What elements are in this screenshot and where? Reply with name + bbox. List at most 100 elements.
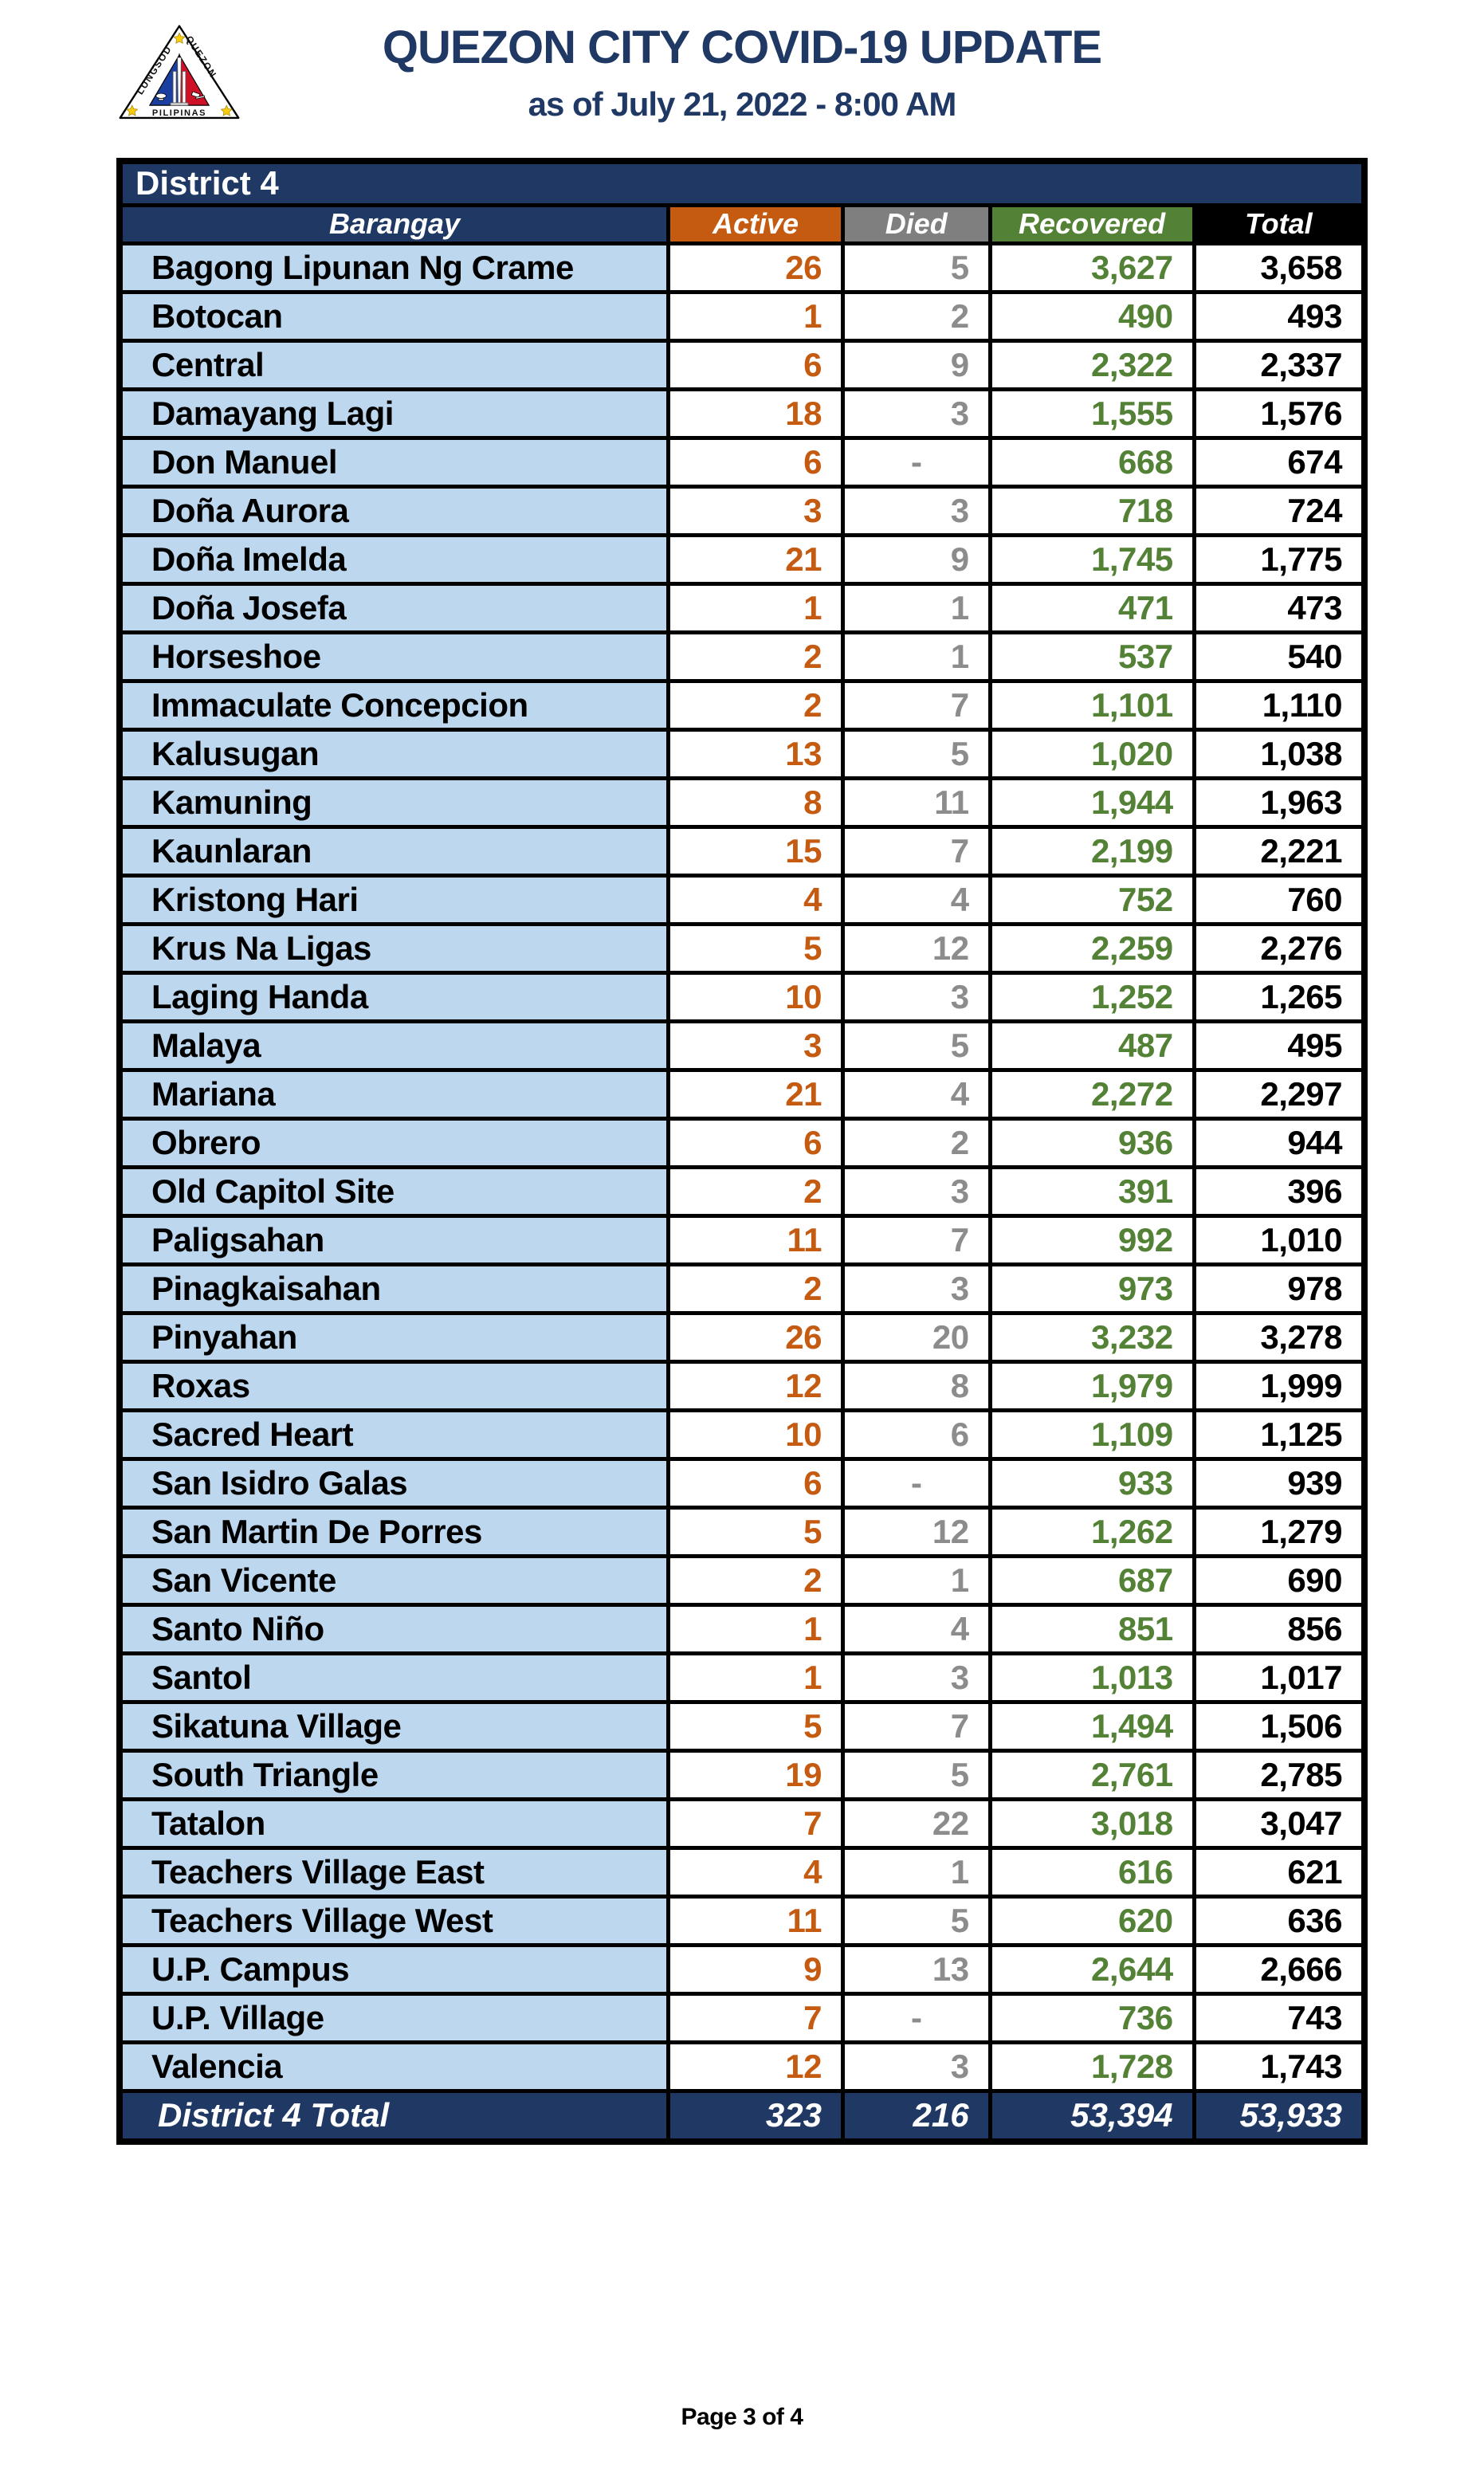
recovered-count-cell: 1,109 (987, 1408, 1196, 1461)
died-count-cell: 13 (840, 1942, 992, 1996)
recovered-count-cell: 718 (987, 484, 1196, 537)
active-count-cell: 26 (666, 1310, 845, 1364)
recovered-count-cell: 1,979 (987, 1359, 1196, 1412)
barangay-name-cell: Sacred Heart (117, 1408, 671, 1461)
barangay-row: Immaculate Concepcion 2 7 1,101 1,110 (117, 678, 1367, 732)
died-count-cell: 22 (840, 1796, 992, 1850)
active-count-cell: 1 (666, 581, 845, 634)
column-header-row: Barangay Active Died Recovered Total (117, 202, 1367, 245)
barangay-name-cell: South Triangle (117, 1748, 671, 1801)
barangay-row: Kalusugan 13 5 1,020 1,038 (117, 727, 1367, 780)
barangay-row: Central 6 9 2,322 2,337 (117, 338, 1367, 391)
barangay-name-cell: U.P. Village (117, 1991, 671, 2044)
barangay-row: South Triangle 19 5 2,761 2,785 (117, 1748, 1367, 1801)
table-body: Bagong Lipunan Ng Crame 26 5 3,627 3,658 Boto… (117, 241, 1367, 2093)
barangay-name-cell: Old Capitol Site (117, 1164, 671, 1218)
active-count-cell: 6 (666, 1116, 845, 1169)
barangay-name-cell: Kristong Hari (117, 873, 671, 926)
died-count-cell: 7 (840, 1213, 992, 1266)
barangay-name-cell: Kaunlaran (117, 824, 671, 878)
recovered-count-cell: 391 (987, 1164, 1196, 1218)
barangay-name-cell: Obrero (117, 1116, 671, 1169)
active-count-cell: 4 (666, 1845, 845, 1899)
total-count-cell: 944 (1192, 1116, 1367, 1169)
recovered-count-cell: 936 (987, 1116, 1196, 1169)
recovered-count-cell: 752 (987, 873, 1196, 926)
recovered-count-cell: 1,252 (987, 970, 1196, 1023)
barangay-row: Horseshoe 2 1 537 540 (117, 630, 1367, 683)
active-count-cell: 6 (666, 1456, 845, 1510)
total-count-cell: 2,785 (1192, 1748, 1367, 1801)
barangay-row: San Isidro Galas 6-933 939 (117, 1456, 1367, 1510)
total-count-cell: 473 (1192, 581, 1367, 634)
total-count-cell: 2,666 (1192, 1942, 1367, 1996)
died-count-cell: 5 (840, 1894, 992, 1947)
active-count-cell: 8 (666, 776, 845, 829)
died-count-cell: 1 (840, 1845, 992, 1899)
total-count-cell: 540 (1192, 630, 1367, 683)
column-header-total: Total (1192, 202, 1367, 245)
total-count-cell: 2,276 (1192, 921, 1367, 975)
total-count-cell: 1,775 (1192, 532, 1367, 586)
barangay-name-cell: Central (117, 338, 671, 391)
barangay-name-cell: Mariana (117, 1067, 671, 1121)
barangay-row: Laging Handa 10 3 1,252 1,265 (117, 970, 1367, 1023)
active-count-cell: 12 (666, 2040, 845, 2093)
recovered-count-cell: 2,272 (987, 1067, 1196, 1121)
district-total-label: District 4 Total (117, 2088, 671, 2144)
active-count-cell: 3 (666, 484, 845, 537)
district-total-active: 323 (666, 2088, 845, 2144)
barangay-row: Valencia 12 3 1,728 1,743 (117, 2040, 1367, 2093)
active-count-cell: 2 (666, 678, 845, 732)
barangay-row: Pinagkaisahan 2 3 973 978 (117, 1262, 1367, 1315)
barangay-name-cell: Roxas (117, 1359, 671, 1412)
total-count-cell: 1,265 (1192, 970, 1367, 1023)
barangay-row: Roxas 12 8 1,979 1,999 (117, 1359, 1367, 1412)
barangay-row: Kristong Hari 4 4 752 760 (117, 873, 1367, 926)
total-count-cell: 3,278 (1192, 1310, 1367, 1364)
barangay-row: San Martin De Porres 5 12 1,262 1,279 (117, 1505, 1367, 1558)
died-count-cell: 4 (840, 1602, 992, 1655)
active-count-cell: 26 (666, 241, 845, 294)
barangay-name-cell: Pinagkaisahan (117, 1262, 671, 1315)
total-count-cell: 2,221 (1192, 824, 1367, 878)
barangay-name-cell: Krus Na Ligas (117, 921, 671, 975)
died-count-cell: 1 (840, 581, 992, 634)
total-count-cell: 495 (1192, 1019, 1367, 1072)
barangay-name-cell: Botocan (117, 289, 671, 343)
column-header-recovered: Recovered (987, 202, 1196, 245)
died-count-cell: 9 (840, 532, 992, 586)
died-count-cell: 4 (840, 873, 992, 926)
active-count-cell: 13 (666, 727, 845, 780)
died-count-cell: - (840, 435, 992, 489)
barangay-name-cell: San Isidro Galas (117, 1456, 671, 1510)
died-count-cell: 5 (840, 241, 992, 294)
total-count-cell: 1,110 (1192, 678, 1367, 732)
quezon-city-seal-logo: LUNGSOD QUEZON PILIPINAS (119, 25, 240, 120)
barangay-name-cell: Doña Aurora (117, 484, 671, 537)
recovered-count-cell: 1,262 (987, 1505, 1196, 1558)
barangay-name-cell: Pinyahan (117, 1310, 671, 1364)
recovered-count-cell: 973 (987, 1262, 1196, 1315)
total-count-cell: 1,017 (1192, 1651, 1367, 1704)
recovered-count-cell: 620 (987, 1894, 1196, 1947)
barangay-row: U.P. Village 7-736 743 (117, 1991, 1367, 2044)
total-count-cell: 760 (1192, 873, 1367, 926)
barangay-row: Bagong Lipunan Ng Crame 26 5 3,627 3,658 (117, 241, 1367, 294)
active-count-cell: 2 (666, 1164, 845, 1218)
recovered-count-cell: 1,013 (987, 1651, 1196, 1704)
seal-gavel-icon (190, 91, 206, 100)
total-count-cell: 1,010 (1192, 1213, 1367, 1266)
died-count-cell: 9 (840, 338, 992, 391)
page-title: QUEZON CITY COVID-19 UPDATE (382, 22, 1102, 73)
district-total-total: 53,933 (1192, 2088, 1367, 2144)
active-count-cell: 1 (666, 1651, 845, 1704)
total-count-cell: 1,506 (1192, 1699, 1367, 1753)
died-count-cell: 5 (840, 1748, 992, 1801)
recovered-count-cell: 736 (987, 1991, 1196, 2044)
barangay-row: Damayang Lagi 18 3 1,555 1,576 (117, 387, 1367, 440)
active-count-cell: 5 (666, 1699, 845, 1753)
total-count-cell: 1,125 (1192, 1408, 1367, 1461)
total-count-cell: 3,658 (1192, 241, 1367, 294)
column-header-died: Died (840, 202, 992, 245)
